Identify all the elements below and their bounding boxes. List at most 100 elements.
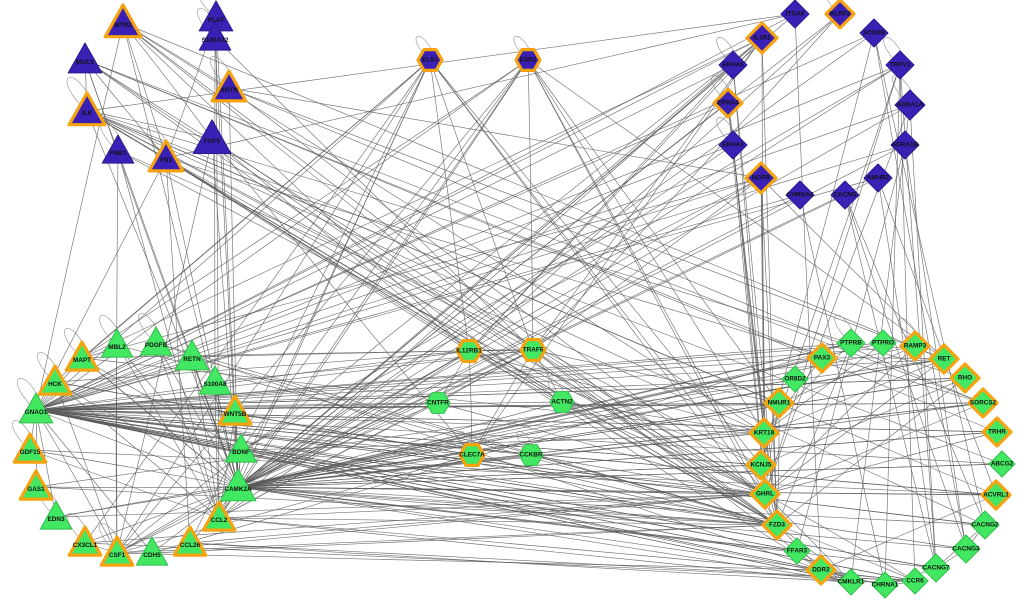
graph-node-adra1a[interactable]: ADRA1A: [894, 89, 926, 121]
graph-node-cmklr1[interactable]: CMKLR1: [837, 568, 865, 596]
graph-node-s100a12[interactable]: S100A12: [198, 21, 232, 51]
graph-node-krt18[interactable]: KRT18: [748, 417, 780, 449]
graph-node-ret[interactable]: RET: [928, 343, 960, 375]
graph-edge: [237, 486, 986, 526]
graph-node-camk2a[interactable]: CAMK2A: [219, 468, 257, 502]
graph-node-s100a8[interactable]: S100A8: [198, 365, 232, 395]
graph-node-pax3[interactable]: PAX3: [806, 342, 838, 374]
graph-node-ddr2[interactable]: DDR2: [805, 554, 837, 586]
graph-node-fgf6[interactable]: FGF6: [192, 119, 232, 154]
graph-edge: [764, 358, 945, 495]
graph-node-scn3b[interactable]: SCN3B: [859, 18, 889, 48]
graph-node-ngfr[interactable]: NGFR: [744, 161, 778, 195]
graph-edge: [532, 177, 762, 351]
graph-node-ccr6[interactable]: CCR6: [901, 567, 929, 595]
graph-node-edn3[interactable]: EDN3: [39, 500, 73, 530]
graph-node-chrna1[interactable]: CHRNA1: [871, 571, 899, 599]
graph-node-bdnf[interactable]: BDNF: [224, 433, 258, 463]
graph-node-kcnj5[interactable]: KCNJ5: [745, 449, 777, 481]
graph-edge: [122, 22, 534, 351]
graph-node-il12rb1[interactable]: IL12RB1: [455, 339, 483, 363]
graph-node-acvrl1[interactable]: ACVRL1: [980, 479, 1012, 511]
graph-node-ccl2[interactable]: CCL2: [201, 500, 237, 532]
graph-edge: [35, 409, 153, 554]
graph-node-mapt[interactable]: MAPT: [64, 340, 100, 372]
graph-node-gas1[interactable]: GAS1: [18, 469, 54, 501]
graph-node-fzd3[interactable]: FZD3: [761, 509, 793, 541]
graph-edge: [799, 194, 886, 586]
graph-node-cdh5[interactable]: CDH5: [135, 536, 169, 566]
graph-edge: [760, 177, 778, 526]
graph-node-esr2[interactable]: ESR2: [514, 47, 542, 73]
graph-edge: [189, 59, 431, 544]
graph-node-epha5[interactable]: EPHA5: [718, 50, 748, 80]
graph-node-cckbr[interactable]: CCKBR: [518, 444, 544, 466]
graph-node-actn2[interactable]: ACTN2: [549, 391, 575, 413]
graph-edge: [86, 110, 1003, 465]
graph-edge: [437, 402, 766, 495]
graph-node-mtr2[interactable]: MTR2: [103, 3, 143, 39]
graph-edge: [532, 349, 822, 571]
graph-node-ilk[interactable]: ILK: [67, 91, 107, 127]
graph-node-ffar3[interactable]: FFAR3: [783, 537, 811, 565]
graph-node-trpv1[interactable]: TRPV1: [885, 50, 915, 80]
graph-node-cacng[interactable]: CACNG: [830, 180, 860, 210]
graph-node-retn[interactable]: RETN: [174, 339, 210, 371]
graph-node-itga8[interactable]: ITGA8: [780, 0, 810, 29]
graph-node-pdgfb[interactable]: PDGFB: [139, 326, 173, 356]
graph-node-cacng7[interactable]: CACNG7: [921, 553, 951, 583]
graph-edge: [530, 454, 766, 495]
graph-edge: [763, 342, 884, 434]
graph-node-wnt5b[interactable]: WNT5B: [217, 394, 253, 426]
graph-node-ramp3[interactable]: RAMP3: [899, 330, 931, 362]
graph-node-cacng2[interactable]: CACNG2: [970, 510, 1000, 540]
graph-edge: [527, 59, 780, 404]
graph-node-artn[interactable]: ARTN: [210, 69, 248, 103]
graph-node-gdf15[interactable]: GDF15: [12, 432, 48, 464]
graph-node-els1[interactable]: ELS1: [416, 47, 444, 73]
graph-edge: [35, 144, 906, 411]
graph-node-fn1[interactable]: FN1: [147, 139, 185, 173]
graph-edge: [35, 409, 998, 433]
graph-node-cx3cl1[interactable]: CX3CL1: [67, 525, 103, 557]
graph-edge: [429, 59, 766, 495]
graph-node-ghrl[interactable]: GHRL: [749, 478, 781, 510]
graph-node-gnao1[interactable]: GNAO1: [18, 392, 54, 424]
graph-node-il1r2[interactable]: IL1R2: [745, 21, 779, 55]
graph-node-cacng3[interactable]: CACNG3: [951, 534, 981, 564]
graph-node-chrna4[interactable]: CHRNA4: [785, 180, 815, 210]
graph-node-cntfr[interactable]: CNTFR: [425, 392, 451, 414]
graph-edge: [532, 37, 763, 351]
graph-node-hck[interactable]: HCK: [37, 364, 73, 396]
node-layer[interactable]: MTR2PLATS100A12MUC1ARTNILKFGF6FNB1FN1ELS…: [12, 0, 1016, 599]
graph-node-clec7a[interactable]: CLEC7A: [458, 443, 486, 467]
graph-node-mbl2[interactable]: MBL2: [100, 328, 134, 358]
graph-node-klrf2[interactable]: KLRF2: [824, 0, 856, 30]
graph-edge: [764, 431, 998, 495]
graph-edge: [237, 342, 852, 488]
graph-node-fnb1[interactable]: FNB1: [101, 134, 135, 164]
graph-node-ptprb[interactable]: PTPRB: [836, 328, 866, 358]
graph-node-amhr2[interactable]: AMHR2: [863, 163, 893, 193]
graph-node-or8d2[interactable]: OR8D2: [781, 365, 809, 393]
graph-node-trhr[interactable]: TRHR: [981, 416, 1013, 448]
graph-node-adra1b[interactable]: ADRA1B: [890, 130, 920, 160]
graph-node-epha3[interactable]: EPHA3: [718, 130, 748, 160]
graph-edge: [35, 22, 124, 411]
graph-node-abcg2[interactable]: ABCG2: [988, 450, 1016, 478]
graph-node-ptpro[interactable]: PTPRO: [869, 329, 897, 357]
graph-edge: [237, 486, 798, 552]
graph-edge: [237, 350, 470, 488]
graph-node-csf1[interactable]: CSF1: [99, 535, 135, 567]
graph-edge: [240, 64, 901, 451]
graph-node-traf6[interactable]: TRAF6: [519, 338, 547, 362]
graph-node-epha4[interactable]: EPHA4: [712, 87, 744, 119]
graph-edge: [116, 344, 239, 488]
graph-node-rho[interactable]: RHO: [949, 362, 981, 394]
graph-node-sorcs2[interactable]: SORCS2: [967, 387, 999, 419]
graph-node-nmur1[interactable]: NMUR1: [763, 387, 795, 419]
graph-node-ccl26[interactable]: CCL26: [172, 525, 208, 557]
graph-node-muc1[interactable]: MUC1: [67, 42, 103, 74]
